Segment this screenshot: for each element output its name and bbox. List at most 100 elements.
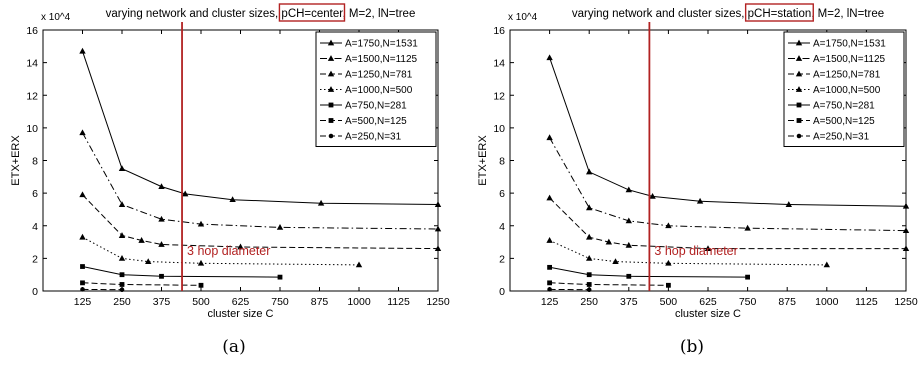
panel-caption: (a) xyxy=(222,337,245,357)
y-tick-label: 4 xyxy=(32,221,38,233)
data-point xyxy=(626,274,631,279)
hop-diameter-label: 3 hop diameter xyxy=(187,244,270,258)
data-point xyxy=(199,283,204,288)
data-point xyxy=(546,237,552,243)
data-point xyxy=(119,232,125,238)
legend-marker xyxy=(329,118,334,123)
data-point xyxy=(824,262,830,268)
legend-entry: A=1250,N=781 xyxy=(813,70,881,81)
y-axis-label: ETX+ERX xyxy=(10,135,22,186)
data-point xyxy=(119,255,125,261)
legend-entry: A=250,N=31 xyxy=(813,132,870,143)
legend-marker xyxy=(797,103,802,108)
legend-entry: A=250,N=31 xyxy=(345,132,402,143)
data-point xyxy=(612,258,618,264)
legend-entry: A=750,N=281 xyxy=(345,101,407,112)
data-point xyxy=(586,204,592,210)
data-point xyxy=(435,226,441,232)
x-tick-label: 1125 xyxy=(387,296,410,308)
data-point xyxy=(586,169,592,175)
x-tick-label: 750 xyxy=(271,296,289,308)
data-point xyxy=(586,234,592,240)
data-point xyxy=(80,264,85,269)
series-line xyxy=(83,195,439,249)
y-tick-label: 6 xyxy=(32,188,38,200)
data-point xyxy=(120,272,125,277)
legend-entry: A=750,N=281 xyxy=(813,101,875,112)
y-exponent-label: x 10^4 xyxy=(508,12,538,23)
legend-entry: A=1000,N=500 xyxy=(813,85,881,96)
data-point xyxy=(587,282,592,287)
legend-entry: A=1000,N=500 xyxy=(345,85,413,96)
y-tick-label: 0 xyxy=(32,286,38,298)
data-point xyxy=(79,48,85,54)
legend-entry: A=1250,N=781 xyxy=(345,70,413,81)
data-point xyxy=(546,195,552,201)
y-tick-label: 8 xyxy=(499,156,505,168)
legend-entry: A=1750,N=1531 xyxy=(813,39,886,50)
x-tick-label: 875 xyxy=(778,296,796,308)
x-tick-label: 375 xyxy=(153,296,171,308)
y-tick-label: 10 xyxy=(26,123,38,135)
x-tick-label: 875 xyxy=(311,296,329,308)
series-2 xyxy=(546,134,909,233)
y-tick-label: 12 xyxy=(493,90,505,102)
y-tick-label: 16 xyxy=(26,25,38,37)
y-tick-label: 0 xyxy=(499,286,505,298)
data-point xyxy=(546,54,552,60)
data-point xyxy=(119,165,125,171)
data-point xyxy=(79,234,85,240)
legend-entry: A=500,N=125 xyxy=(345,116,407,127)
y-tick-label: 12 xyxy=(26,90,38,102)
y-axis-label: ETX+ERX xyxy=(477,135,489,186)
series-line xyxy=(550,283,669,286)
x-tick-label: 500 xyxy=(660,296,678,308)
x-tick-label: 750 xyxy=(739,296,757,308)
data-point xyxy=(356,262,362,268)
x-tick-label: 1000 xyxy=(815,296,839,308)
x-axis-label: cluster size C xyxy=(207,308,273,320)
chart-title: varying network and cluster sizes, pCH=c… xyxy=(106,8,416,20)
data-point xyxy=(547,280,552,285)
chart-title: varying network and cluster sizes, pCH=s… xyxy=(572,8,884,20)
data-point xyxy=(120,282,125,287)
series-line xyxy=(550,138,906,231)
x-tick-label: 1250 xyxy=(894,296,918,308)
legend-entry: A=1500,N=1125 xyxy=(813,54,886,65)
y-tick-label: 10 xyxy=(493,123,505,135)
data-point xyxy=(120,287,125,292)
data-point xyxy=(547,287,552,292)
data-point xyxy=(79,129,85,135)
y-tick-label: 4 xyxy=(499,221,505,233)
x-tick-label: 625 xyxy=(699,296,717,308)
x-tick-label: 250 xyxy=(580,296,598,308)
series-6 xyxy=(80,280,203,287)
x-tick-label: 375 xyxy=(620,296,638,308)
y-tick-label: 2 xyxy=(32,253,38,265)
data-point xyxy=(745,275,750,280)
series-6 xyxy=(547,280,671,287)
x-tick-label: 125 xyxy=(74,296,92,308)
chart-panel-1: varying network and cluster sizes, pCH=c… xyxy=(10,4,450,357)
data-point xyxy=(587,287,592,292)
legend-marker xyxy=(797,118,802,123)
data-point xyxy=(80,280,85,285)
y-tick-label: 14 xyxy=(493,58,505,70)
data-point xyxy=(119,201,125,207)
x-tick-label: 250 xyxy=(113,296,131,308)
x-tick-label: 125 xyxy=(541,296,559,308)
panel-caption: (b) xyxy=(680,337,704,357)
series-3 xyxy=(546,195,909,251)
data-point xyxy=(546,134,552,140)
x-tick-label: 1250 xyxy=(426,296,450,308)
data-point xyxy=(587,272,592,277)
data-point xyxy=(547,265,552,270)
series-line xyxy=(83,133,439,229)
legend-marker xyxy=(329,103,334,108)
x-axis-label: cluster size C xyxy=(675,308,741,320)
legend-entry: A=1750,N=1531 xyxy=(345,39,418,50)
data-point xyxy=(277,224,283,230)
x-tick-label: 500 xyxy=(192,296,210,308)
data-point xyxy=(278,275,283,280)
